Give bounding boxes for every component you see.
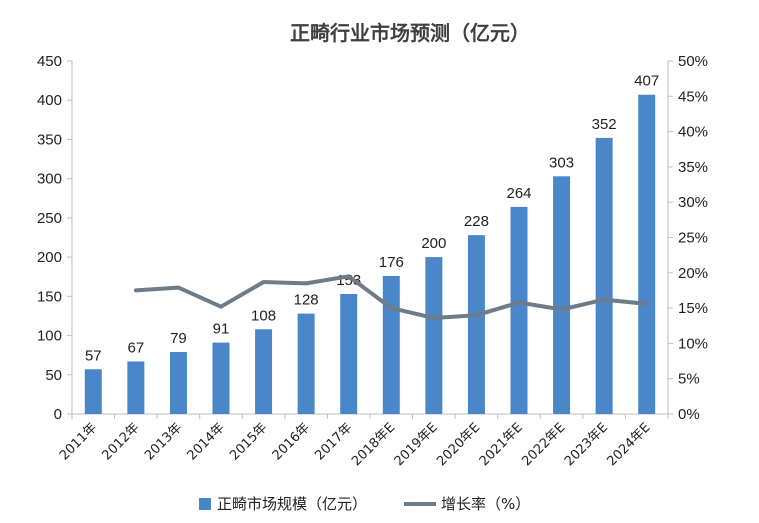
bar — [84, 369, 102, 414]
x-tick-label: 2014年 — [185, 420, 228, 463]
bar — [467, 235, 485, 414]
bar-data-label: 200 — [421, 235, 446, 252]
y-right-tick-label: 20% — [678, 265, 708, 282]
y-left-tick-label: 0 — [54, 406, 62, 423]
y-right-tick-label: 5% — [678, 371, 700, 388]
bar-data-label: 407 — [634, 73, 659, 90]
y-left-tick-label: 200 — [37, 249, 62, 266]
y-right-tick-label: 15% — [678, 300, 708, 317]
legend-swatch-bar — [199, 498, 211, 510]
bar — [425, 257, 443, 414]
bar — [127, 361, 145, 414]
y-right-tick-label: 0% — [678, 406, 700, 423]
x-tick-label: 2018年E — [349, 420, 398, 469]
y-right-tick-label: 10% — [678, 335, 708, 352]
bar-data-label: 79 — [170, 330, 187, 347]
legend-label-line: 增长率（%） — [441, 495, 530, 513]
chart-title: 正畸行业市场预测（亿元） — [290, 21, 530, 45]
x-tick-label: 2020年E — [434, 420, 483, 469]
bar-data-label: 228 — [464, 213, 489, 230]
y-right-tick-label: 40% — [678, 124, 708, 141]
y-left-tick-label: 400 — [37, 92, 62, 109]
y-left-tick-label: 300 — [37, 171, 62, 188]
bar-data-label: 91 — [213, 321, 230, 338]
y-left-tick-label: 250 — [37, 210, 62, 227]
x-tick-label: 2015年 — [227, 420, 270, 463]
x-tick-label: 2011年 — [57, 420, 100, 463]
x-tick-label: 2022年E — [519, 420, 568, 469]
bar-data-label: 57 — [85, 347, 102, 364]
y-right-tick-label: 30% — [678, 194, 708, 211]
bar-data-label: 176 — [379, 254, 404, 271]
bar — [212, 342, 230, 414]
legend: 正畸市场规模（亿元） 增长率（%） — [199, 495, 530, 513]
y-left-tick-label: 50 — [45, 367, 62, 384]
y-right-tick-label: 35% — [678, 159, 708, 176]
legend-label-bar: 正畸市场规模（亿元） — [217, 495, 367, 513]
y-left-tick-label: 100 — [37, 328, 62, 345]
y-left-tick-label: 150 — [37, 288, 62, 305]
bar-data-label: 303 — [549, 154, 574, 171]
plot-area: 0 50 100 150 200 250 300 350 400 450 0% 5% 10% 15% 20%… — [37, 53, 708, 469]
x-tick-label: 2013年 — [142, 420, 185, 463]
bar — [255, 329, 273, 414]
y-right-tick-label: 45% — [678, 88, 708, 105]
bar-data-label: 108 — [251, 307, 276, 324]
growth-rate-line — [133, 274, 649, 320]
bar-data-label: 67 — [128, 339, 145, 356]
y-left-tick-label: 350 — [37, 131, 62, 148]
y-left-tick-label: 450 — [37, 53, 62, 70]
x-tick-label: 2012年 — [99, 420, 142, 463]
x-tick-label: 2017年 — [312, 420, 355, 463]
bar — [297, 313, 315, 414]
x-tick-label: 2019年E — [392, 420, 441, 469]
y-right-tick-label: 50% — [678, 53, 708, 70]
bar — [638, 94, 656, 414]
bar — [340, 293, 358, 414]
x-tick-label: 2016年 — [270, 420, 313, 463]
x-tick-label: 2021年E — [477, 420, 526, 469]
bar — [595, 137, 613, 414]
bar — [510, 206, 528, 414]
y-right-tick-label: 25% — [678, 230, 708, 247]
x-tick-label: 2024年E — [605, 420, 654, 469]
bar — [553, 176, 571, 414]
bar-data-label: 264 — [506, 185, 531, 202]
bar-data-label: 352 — [592, 116, 617, 133]
bar — [382, 275, 400, 414]
bar — [169, 352, 187, 414]
bar-data-label: 128 — [294, 292, 319, 309]
x-tick-label: 2023年E — [562, 420, 611, 469]
